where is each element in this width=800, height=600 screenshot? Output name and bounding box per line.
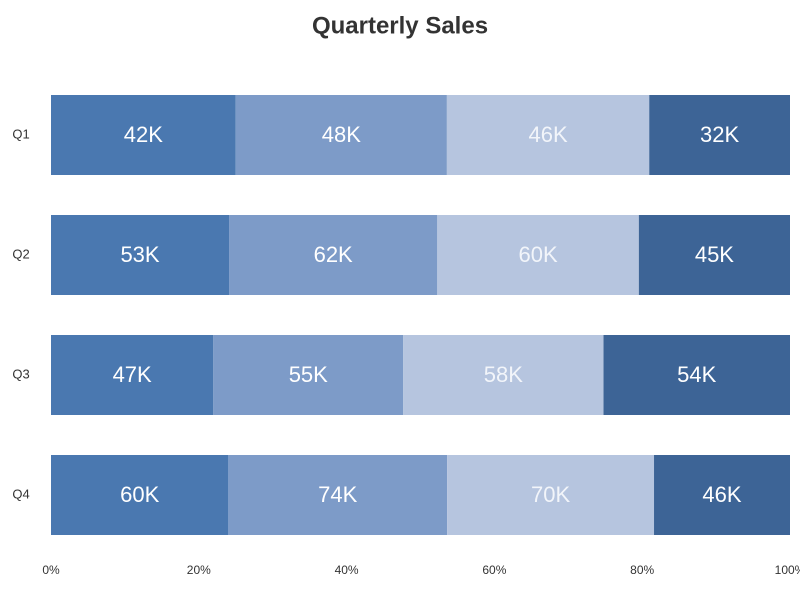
value-label: 53K [120, 242, 159, 267]
value-label: 47K [113, 362, 152, 387]
bar-segment [437, 215, 639, 295]
bar-segment [446, 95, 650, 175]
y-tick-label: Q2 [12, 246, 29, 261]
bar-segment [638, 215, 790, 295]
value-label: 62K [314, 242, 353, 267]
value-label: 48K [322, 122, 361, 147]
x-tick-label: 0% [42, 563, 60, 577]
value-label: 74K [318, 482, 357, 507]
bar-segment [51, 455, 229, 535]
value-label: 55K [289, 362, 328, 387]
value-label: 60K [120, 482, 159, 507]
y-tick-label: Q1 [12, 126, 29, 141]
chart-title: Quarterly Sales [312, 12, 488, 39]
y-tick-label: Q3 [12, 366, 29, 381]
value-label: 46K [528, 122, 567, 147]
value-label: 58K [484, 362, 523, 387]
value-label: 60K [518, 242, 557, 267]
value-label: 70K [531, 482, 570, 507]
bar-segment [403, 335, 604, 415]
bar-segment [654, 455, 790, 535]
x-tick-label: 40% [335, 563, 359, 577]
bar-segment [51, 95, 236, 175]
bar-segment [51, 215, 230, 295]
value-label: 32K [700, 122, 739, 147]
y-tick-label: Q4 [12, 486, 29, 501]
bar-segment [228, 455, 448, 535]
bar-segment [51, 335, 214, 415]
bar-segment [447, 455, 655, 535]
x-tick-label: 20% [187, 563, 211, 577]
x-tick-label: 80% [630, 563, 654, 577]
value-label: 54K [677, 362, 716, 387]
value-label: 45K [695, 242, 734, 267]
bar-segment [213, 335, 404, 415]
x-tick-label: 100% [775, 563, 800, 577]
bar-segment [603, 335, 790, 415]
x-tick-label: 60% [482, 563, 506, 577]
bar-segment [235, 95, 447, 175]
bar-segment [649, 95, 790, 175]
bar-segment [229, 215, 438, 295]
value-label: 42K [124, 122, 163, 147]
value-label: 46K [702, 482, 741, 507]
